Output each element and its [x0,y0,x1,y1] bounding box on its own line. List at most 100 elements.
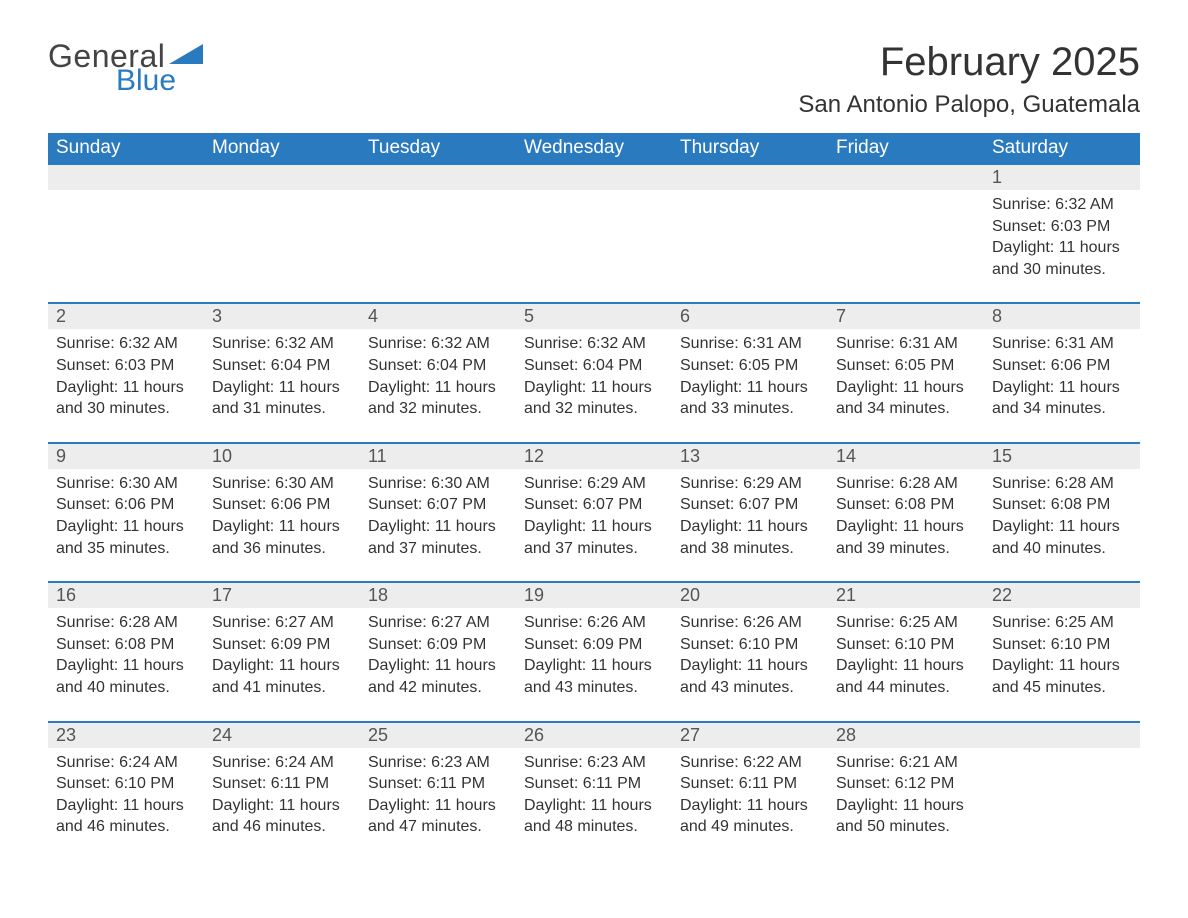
sunset-line: Sunset: 6:05 PM [836,355,976,377]
sunrise-line: Sunrise: 6:26 AM [524,612,664,634]
daylight-line: Daylight: 11 hours and 49 minutes. [680,795,820,838]
sunset-line: Sunset: 6:03 PM [56,355,196,377]
day-details: Sunrise: 6:25 AMSunset: 6:10 PMDaylight:… [828,608,984,702]
day-number: 22 [984,583,1140,608]
sunset-line: Sunset: 6:11 PM [212,773,352,795]
sunrise-line: Sunrise: 6:23 AM [524,752,664,774]
sunrise-line: Sunrise: 6:31 AM [836,333,976,355]
sunrise-line: Sunrise: 6:29 AM [524,473,664,495]
day-details: Sunrise: 6:23 AMSunset: 6:11 PMDaylight:… [360,748,516,842]
day-number: 13 [672,444,828,469]
sunrise-line: Sunrise: 6:31 AM [680,333,820,355]
sunrise-line: Sunrise: 6:30 AM [56,473,196,495]
day-details [360,190,516,284]
title-block: February 2025 San Antonio Palopo, Guatem… [798,40,1140,119]
week-details-row: Sunrise: 6:30 AMSunset: 6:06 PMDaylight:… [48,469,1140,563]
header-block: General Blue February 2025 San Antonio P… [48,40,1140,119]
sunset-line: Sunset: 6:10 PM [680,634,820,656]
daylight-line: Daylight: 11 hours and 41 minutes. [212,655,352,698]
week-daynum-row: 232425262728 [48,721,1140,748]
sunrise-line: Sunrise: 6:24 AM [56,752,196,774]
sunset-line: Sunset: 6:08 PM [992,494,1132,516]
sunset-line: Sunset: 6:04 PM [212,355,352,377]
day-number: 24 [204,723,360,748]
daylight-line: Daylight: 11 hours and 30 minutes. [992,237,1132,280]
daylight-line: Daylight: 11 hours and 46 minutes. [56,795,196,838]
day-details: Sunrise: 6:31 AMSunset: 6:05 PMDaylight:… [828,329,984,423]
brand-logo: General Blue [48,40,205,96]
calendar-week: 2345678Sunrise: 6:32 AMSunset: 6:03 PMDa… [48,302,1140,423]
sunset-line: Sunset: 6:09 PM [524,634,664,656]
sunrise-line: Sunrise: 6:27 AM [212,612,352,634]
sunset-line: Sunset: 6:07 PM [680,494,820,516]
day-number [48,165,204,190]
day-details: Sunrise: 6:26 AMSunset: 6:09 PMDaylight:… [516,608,672,702]
day-details [984,748,1140,842]
daylight-line: Daylight: 11 hours and 45 minutes. [992,655,1132,698]
day-header-sunday: Sunday [48,133,204,165]
sunset-line: Sunset: 6:08 PM [836,494,976,516]
weeks-container: 1Sunrise: 6:32 AMSunset: 6:03 PMDaylight… [48,165,1140,842]
daylight-line: Daylight: 11 hours and 39 minutes. [836,516,976,559]
day-details [828,190,984,284]
day-header-friday: Friday [828,133,984,165]
sunrise-line: Sunrise: 6:26 AM [680,612,820,634]
week-details-row: Sunrise: 6:32 AMSunset: 6:03 PMDaylight:… [48,329,1140,423]
sunset-line: Sunset: 6:06 PM [56,494,196,516]
day-number [360,165,516,190]
day-number: 5 [516,304,672,329]
day-details: Sunrise: 6:32 AMSunset: 6:04 PMDaylight:… [360,329,516,423]
day-header-wednesday: Wednesday [516,133,672,165]
sunrise-line: Sunrise: 6:31 AM [992,333,1132,355]
week-daynum-row: 1 [48,165,1140,190]
week-daynum-row: 16171819202122 [48,581,1140,608]
day-number: 19 [516,583,672,608]
day-number: 25 [360,723,516,748]
sunset-line: Sunset: 6:09 PM [368,634,508,656]
day-number: 20 [672,583,828,608]
sunrise-line: Sunrise: 6:30 AM [368,473,508,495]
sunrise-line: Sunrise: 6:28 AM [992,473,1132,495]
day-details [48,190,204,284]
day-number: 21 [828,583,984,608]
day-details [516,190,672,284]
day-details: Sunrise: 6:21 AMSunset: 6:12 PMDaylight:… [828,748,984,842]
day-details: Sunrise: 6:29 AMSunset: 6:07 PMDaylight:… [516,469,672,563]
sunrise-line: Sunrise: 6:25 AM [836,612,976,634]
sunset-line: Sunset: 6:08 PM [56,634,196,656]
sunrise-line: Sunrise: 6:28 AM [56,612,196,634]
sunset-line: Sunset: 6:09 PM [212,634,352,656]
day-number [984,723,1140,748]
daylight-line: Daylight: 11 hours and 50 minutes. [836,795,976,838]
day-details: Sunrise: 6:27 AMSunset: 6:09 PMDaylight:… [204,608,360,702]
day-header-monday: Monday [204,133,360,165]
sunrise-line: Sunrise: 6:32 AM [56,333,196,355]
sunrise-line: Sunrise: 6:23 AM [368,752,508,774]
day-details: Sunrise: 6:31 AMSunset: 6:05 PMDaylight:… [672,329,828,423]
week-details-row: Sunrise: 6:28 AMSunset: 6:08 PM Daylight:… [48,608,1140,702]
daylight-line: Daylight: 11 hours and 44 minutes. [836,655,976,698]
day-number: 27 [672,723,828,748]
day-number: 11 [360,444,516,469]
week-details-row: Sunrise: 6:24 AMSunset: 6:10 PMDaylight:… [48,748,1140,842]
daylight-line: Daylight: 11 hours and 34 minutes. [992,377,1132,420]
sunrise-line: Sunrise: 6:29 AM [680,473,820,495]
week-details-row: Sunrise: 6:32 AMSunset: 6:03 PMDaylight:… [48,190,1140,284]
day-number: 10 [204,444,360,469]
day-number: 18 [360,583,516,608]
sunset-line: Sunset: 6:10 PM [56,773,196,795]
sunset-line: Sunset: 6:06 PM [212,494,352,516]
sunrise-line: Sunrise: 6:22 AM [680,752,820,774]
sunrise-line: Sunrise: 6:27 AM [368,612,508,634]
sunset-line: Sunset: 6:10 PM [992,634,1132,656]
sunset-line: Sunset: 6:04 PM [524,355,664,377]
day-number: 9 [48,444,204,469]
sunrise-line: Sunrise: 6:21 AM [836,752,976,774]
day-details [204,190,360,284]
sunset-line: Sunset: 6:11 PM [524,773,664,795]
sunrise-line: Sunrise: 6:32 AM [992,194,1132,216]
daylight-line: Daylight: 11 hours and 43 minutes. [524,655,664,698]
calendar-day-header-row: Sunday Monday Tuesday Wednesday Thursday… [48,133,1140,165]
sunset-line: Sunset: 6:11 PM [680,773,820,795]
sunrise-line: Sunrise: 6:32 AM [212,333,352,355]
